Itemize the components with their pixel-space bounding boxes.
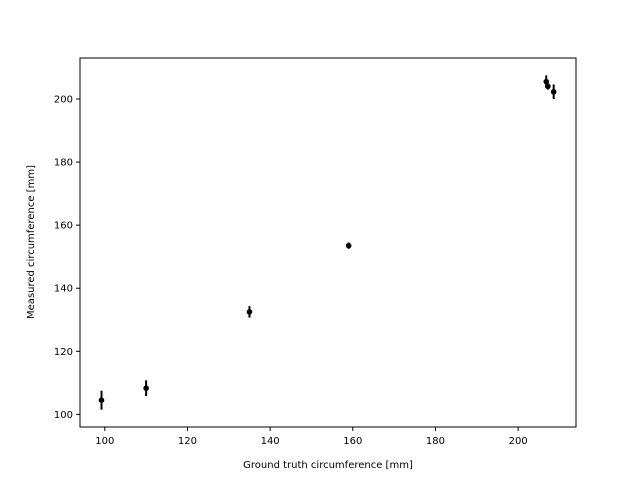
- plot-area: [79, 57, 577, 428]
- y-tick-label: 160: [54, 221, 73, 232]
- data-point: [98, 397, 105, 403]
- data-point: [246, 309, 253, 315]
- y-axis-label: Measured circumference [mm]: [26, 165, 37, 319]
- y-tick-label: 120: [54, 347, 73, 358]
- y-tick-label: 180: [54, 158, 73, 169]
- x-axis-label: Ground truth circumference [mm]: [243, 460, 413, 471]
- data-point: [543, 78, 550, 85]
- data-point: [143, 385, 149, 392]
- x-tick-label: 100: [95, 436, 114, 447]
- x-tick-label: 120: [178, 436, 197, 447]
- data-point: [545, 83, 551, 90]
- y-tick-label: 100: [54, 410, 73, 421]
- y-tick-label: 140: [54, 284, 73, 295]
- data-point: [345, 242, 352, 249]
- x-tick-label: 140: [261, 436, 280, 447]
- y-tick-label: 200: [54, 95, 73, 106]
- data-points: [98, 75, 557, 410]
- x-axis-ticks: 100 120 140 160 180 200: [95, 427, 528, 447]
- x-tick-label: 180: [426, 436, 445, 447]
- x-tick-label: 160: [343, 436, 362, 447]
- x-tick-label: 200: [509, 436, 528, 447]
- data-point: [550, 88, 557, 95]
- y-axis-ticks: 100 120 140 160 180 200: [54, 95, 80, 421]
